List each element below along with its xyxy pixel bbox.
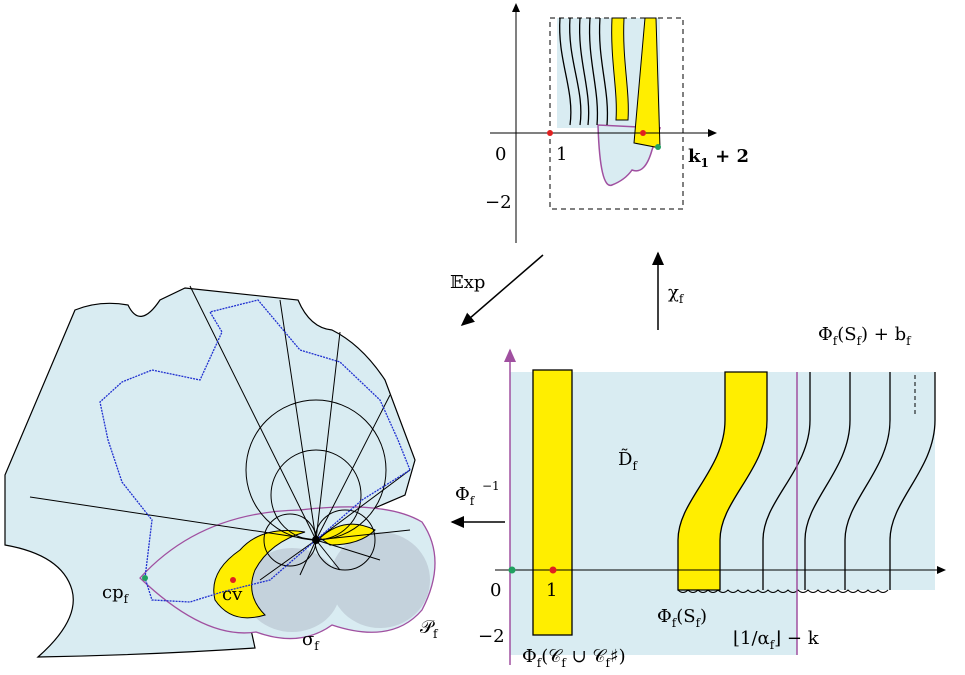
text: Φ bbox=[455, 484, 470, 505]
label: ⌊1/αf⌋ − k bbox=[733, 628, 820, 652]
diagram: 0 1 −2 k1 + 2 𝔼xp χf Φf −1 Φf(Sf) + bf D… bbox=[0, 0, 965, 675]
label: −1 bbox=[482, 479, 500, 493]
label: 0 bbox=[495, 144, 506, 165]
top-panel: 0 1 −2 k1 + 2 bbox=[485, 4, 749, 243]
text: ⌋ − k bbox=[774, 628, 820, 649]
subscript: f bbox=[906, 334, 912, 348]
label: 1 bbox=[556, 144, 567, 165]
label: cv bbox=[222, 584, 243, 605]
text: + 2 bbox=[709, 146, 749, 167]
text: Φ bbox=[657, 606, 672, 627]
point bbox=[655, 144, 661, 150]
point bbox=[312, 536, 320, 544]
label: 0 bbox=[490, 580, 501, 601]
label: 𝒫f bbox=[420, 617, 439, 641]
text: (S bbox=[837, 324, 856, 345]
subscript: f bbox=[433, 627, 439, 641]
text: cp bbox=[102, 582, 124, 603]
point bbox=[142, 575, 148, 581]
label: Φf bbox=[455, 484, 476, 508]
subscript: f bbox=[314, 639, 320, 653]
text: Φ bbox=[522, 646, 537, 667]
label: Φf(Sf) bbox=[657, 606, 707, 630]
text: (S bbox=[676, 606, 695, 627]
label: 𝔼xp bbox=[450, 272, 485, 293]
text: Φ bbox=[818, 324, 833, 345]
lobe bbox=[330, 532, 430, 628]
label: χf bbox=[668, 282, 685, 306]
point bbox=[640, 130, 646, 136]
subscript: 1 bbox=[700, 156, 708, 170]
text: D̃ bbox=[618, 448, 632, 470]
text: ⌊1/α bbox=[733, 628, 770, 649]
text: ) + b bbox=[861, 324, 906, 345]
label: 1 bbox=[546, 580, 557, 601]
point bbox=[550, 567, 557, 574]
point bbox=[509, 567, 516, 574]
text: ) bbox=[700, 606, 707, 627]
point bbox=[230, 577, 236, 583]
left-panel: cpf cv σf 𝒫f bbox=[5, 286, 439, 657]
text: (𝒞 bbox=[541, 646, 563, 667]
subscript: f bbox=[470, 494, 476, 508]
text: χ bbox=[668, 282, 679, 303]
label: −2 bbox=[485, 192, 512, 213]
label: Φf(Sf) + bf bbox=[818, 324, 912, 348]
label: −2 bbox=[478, 626, 505, 647]
subscript: f bbox=[679, 292, 685, 306]
text: k bbox=[688, 146, 701, 167]
label: k1 + 2 bbox=[688, 146, 749, 170]
bottom-panel: Φf(Sf) + bf D̃f 0 1 −2 Φf(Sf) ⌊1/αf⌋ − k… bbox=[478, 324, 945, 670]
text: ∪ 𝒞 bbox=[566, 646, 608, 667]
point bbox=[547, 130, 553, 136]
text: σ bbox=[302, 629, 314, 650]
text: ♯) bbox=[610, 646, 626, 667]
